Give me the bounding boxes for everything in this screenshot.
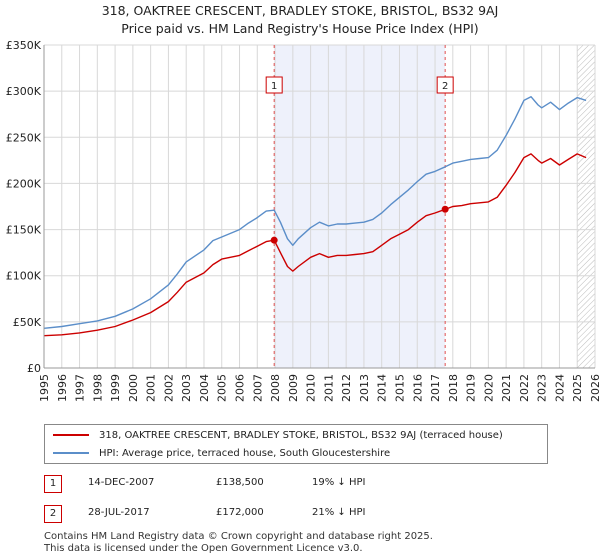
shaded-period (274, 45, 446, 368)
x-tick-label: 2022 (518, 374, 531, 402)
y-tick-label: £200K (6, 177, 42, 190)
future-hatch (577, 45, 595, 368)
chart-title: 318, OAKTREE CRESCENT, BRADLEY STOKE, BR… (101, 3, 499, 18)
sale-point (270, 236, 278, 244)
x-tick-label: 2023 (536, 374, 549, 402)
x-tick-label: 2025 (571, 374, 584, 402)
table-row: 1 14-DEC-2007 £138,500 19% ↓ HPI (44, 475, 564, 495)
y-tick-label: £0 (27, 362, 41, 375)
price-chart: 1 2 £0 £50K £100K £150K £200K £250K £300K £350K 1… (6, 39, 600, 402)
table-row: 2 28-JUL-2017 £172,000 21% ↓ HPI (44, 505, 564, 525)
y-tick-label: £350K (6, 39, 42, 52)
legend-item-hpi: HPI: Average price, terraced house, Sout… (53, 445, 390, 461)
sale-label-box (265, 76, 283, 94)
legend-swatch-property (53, 434, 89, 436)
x-tick-label: 2024 (553, 374, 566, 402)
y-tick-label: £150K (6, 224, 42, 237)
row-badge: 1 (44, 475, 62, 493)
sale-label: 1 (271, 81, 277, 92)
x-tick-label: 2009 (287, 374, 300, 402)
x-tick-label: 1998 (91, 374, 104, 402)
row-date: 28-JUL-2017 (88, 507, 150, 518)
row-hpi: 21% ↓ HPI (312, 507, 366, 518)
y-tick-label: £300K (6, 85, 42, 98)
x-tick-label: 2020 (482, 374, 495, 402)
row-badge: 2 (44, 505, 62, 523)
footer-copyright: Contains HM Land Registry data © Crown c… (44, 531, 433, 542)
x-tick-label: 2018 (447, 374, 460, 402)
row-hpi: 19% ↓ HPI (312, 477, 366, 488)
chart-legend: 318, OAKTREE CRESCENT, BRADLEY STOKE, BR… (44, 424, 548, 464)
x-tick-label: 2007 (251, 374, 264, 402)
sale-point (441, 205, 449, 213)
sale-label: 2 (442, 81, 448, 92)
x-tick-label: 2016 (411, 374, 424, 402)
row-price: £138,500 (216, 477, 264, 488)
y-tick-label: £100K (6, 270, 42, 283)
x-tick-label: 2002 (162, 374, 175, 402)
y-tick-label: £250K (6, 131, 42, 144)
footer-licence: This data is licensed under the Open Gov… (44, 543, 363, 554)
chart-subtitle: Price paid vs. HM Land Registry's House … (121, 21, 479, 36)
sale-label-box (436, 76, 454, 94)
x-tick-label: 2015 (393, 374, 406, 402)
x-tick-label: 2003 (180, 374, 193, 402)
row-date: 14-DEC-2007 (88, 477, 155, 488)
y-tick-label: £50K (13, 316, 42, 329)
x-tick-label: 2011 (322, 374, 335, 402)
x-tick-label: 2005 (216, 374, 229, 402)
legend-label-property: 318, OAKTREE CRESCENT, BRADLEY STOKE, BR… (99, 429, 503, 441)
legend-swatch-hpi (53, 452, 89, 454)
x-tick-label: 2006 (234, 374, 247, 402)
legend-item-property: 318, OAKTREE CRESCENT, BRADLEY STOKE, BR… (53, 427, 503, 443)
legend-label-hpi: HPI: Average price, terraced house, Sout… (99, 447, 391, 459)
x-tick-label: 1999 (109, 374, 122, 402)
x-tick-label: 2021 (500, 374, 513, 402)
x-tick-label: 2004 (198, 374, 211, 402)
x-tick-label: 2001 (145, 374, 158, 402)
series-line-property (43, 153, 587, 337)
x-tick-label: 2008 (269, 374, 282, 402)
x-tick-label: 1995 (38, 374, 51, 402)
x-tick-label: 1996 (56, 374, 69, 402)
x-tick-label: 2013 (358, 374, 371, 402)
x-tick-label: 2000 (127, 374, 140, 402)
x-tick-label: 2026 (589, 374, 600, 402)
x-tick-label: 2019 (465, 374, 478, 402)
x-tick-label: 2014 (376, 374, 389, 402)
x-tick-label: 2012 (340, 374, 353, 402)
row-price: £172,000 (216, 507, 264, 518)
x-tick-label: 2017 (429, 374, 442, 402)
x-tick-label: 1997 (74, 374, 87, 402)
series-line-hpi (43, 95, 587, 329)
x-tick-label: 2010 (305, 374, 318, 402)
